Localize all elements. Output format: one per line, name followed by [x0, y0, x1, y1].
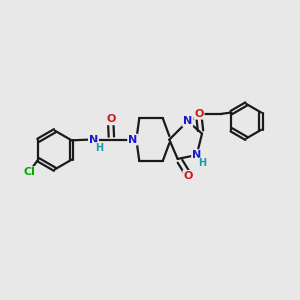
- Text: N: N: [89, 135, 98, 145]
- Text: O: O: [183, 171, 193, 181]
- Text: Cl: Cl: [23, 167, 35, 177]
- Text: O: O: [106, 114, 116, 124]
- Text: H: H: [198, 158, 206, 168]
- Text: H: H: [95, 143, 103, 153]
- Text: O: O: [194, 109, 204, 119]
- Text: N: N: [183, 116, 192, 126]
- Text: N: N: [192, 150, 201, 160]
- Text: N: N: [128, 135, 137, 145]
